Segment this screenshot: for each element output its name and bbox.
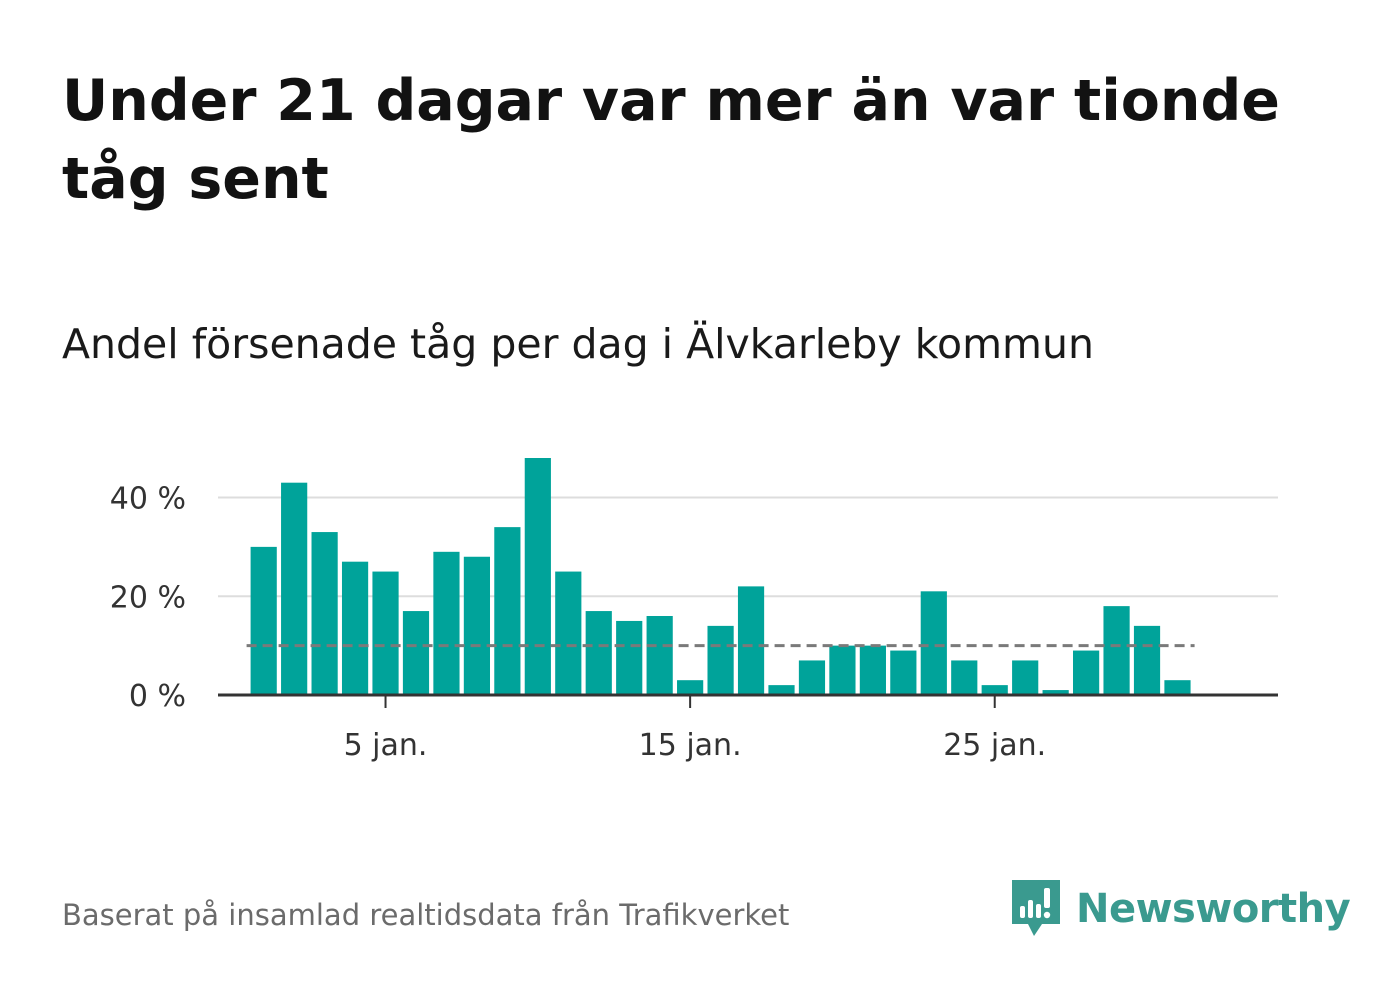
bar xyxy=(402,611,430,695)
y-tick-label: 20 % xyxy=(110,580,186,615)
chart-title: Under 21 dagar var mer än var tionde tåg… xyxy=(62,68,1280,212)
bar xyxy=(829,645,856,695)
y-tick-label: 40 % xyxy=(110,482,186,517)
bar xyxy=(646,616,673,695)
source-note: Baserat på insamlad realtidsdata från Tr… xyxy=(62,898,790,932)
y-tick-label: 0 % xyxy=(129,679,186,714)
bar xyxy=(494,527,521,695)
bar xyxy=(616,620,643,695)
bar xyxy=(707,625,734,695)
bar xyxy=(1012,660,1039,695)
axes xyxy=(218,693,1278,708)
bar xyxy=(1042,690,1069,695)
x-tick-label: 15 jan. xyxy=(639,728,742,763)
bar xyxy=(250,546,277,695)
brand: Newsworthy xyxy=(1010,878,1351,940)
bar xyxy=(555,571,582,695)
bar xyxy=(890,650,917,695)
bar xyxy=(463,556,491,695)
newsworthy-logo-icon xyxy=(1012,880,1060,936)
x-tick-label: 25 jan. xyxy=(943,728,1046,763)
bar xyxy=(677,680,704,695)
tick-labels: 0 % 20 % 40 % 5 jan. 15 jan. 25 jan. xyxy=(110,482,1046,764)
bar xyxy=(920,591,947,695)
bar xyxy=(1164,680,1191,695)
bar xyxy=(951,660,978,695)
bar xyxy=(1103,606,1130,695)
bar xyxy=(311,532,338,695)
bar xyxy=(585,611,612,695)
chart-subtitle: Andel försenade tåg per dag i Älvkarleby… xyxy=(62,320,1094,368)
bar xyxy=(859,645,886,695)
bar xyxy=(1133,625,1161,695)
bars xyxy=(250,458,1191,695)
brand-name: Newsworthy xyxy=(1076,886,1351,932)
bar xyxy=(1073,650,1100,695)
bar xyxy=(737,586,765,695)
bar xyxy=(524,458,551,695)
bar xyxy=(798,660,826,695)
bar xyxy=(372,571,399,695)
bar xyxy=(341,561,369,695)
bar xyxy=(433,551,460,695)
x-tick-label: 5 jan. xyxy=(344,728,428,763)
bar xyxy=(281,482,308,695)
bar xyxy=(768,685,795,695)
bar xyxy=(981,685,1008,695)
